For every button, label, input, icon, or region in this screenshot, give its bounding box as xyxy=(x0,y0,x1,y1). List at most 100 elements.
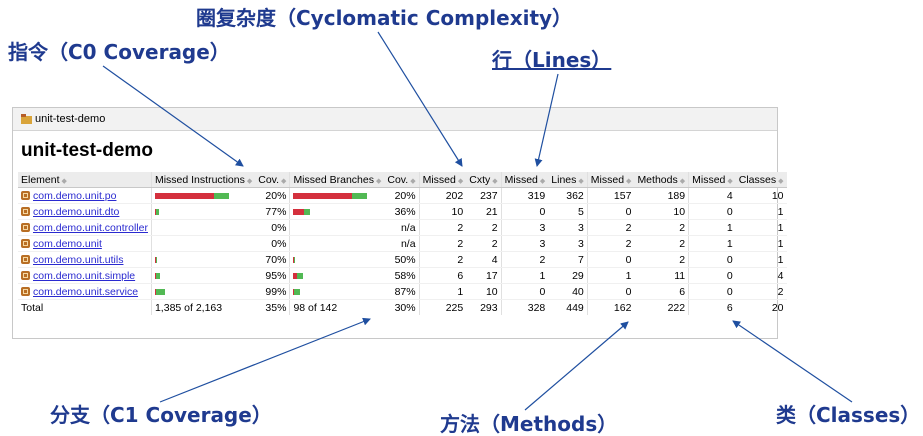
table-header-row: Element ◆ Missed Instructions ◆ Cov. ◆ Miss… xyxy=(18,172,787,188)
missed-complexity: 1 xyxy=(418,283,467,300)
instructions-coverage: 0% xyxy=(255,235,290,252)
total-methods: 222 xyxy=(634,299,689,315)
coverage-report-panel: unit-test-demo unit-test-demo Element ◆ M… xyxy=(12,107,787,339)
element-cell: com.demo.unit.service xyxy=(18,283,152,300)
sort-icon: ◆ xyxy=(457,177,464,185)
coverage-bar xyxy=(155,241,252,247)
sort-icon: ◆ xyxy=(578,177,584,185)
sort-icon: ◆ xyxy=(410,177,416,185)
missed-lines: 0 xyxy=(500,283,549,300)
instructions-coverage: 20% xyxy=(255,187,290,204)
lines: 40 xyxy=(548,283,588,300)
missed-lines: 0 xyxy=(500,203,549,220)
package-link[interactable]: com.demo.unit.service xyxy=(33,285,139,298)
missed-methods: 0 xyxy=(586,283,635,300)
classes: 2 xyxy=(735,283,787,300)
missed-classes: 0 xyxy=(688,283,736,300)
coverage-bar-covered xyxy=(155,208,159,215)
package-link[interactable]: com.demo.unit.utils xyxy=(33,253,124,266)
missed-complexity: 6 xyxy=(418,267,467,284)
header-missed-lines[interactable]: Missed ◆ xyxy=(500,172,549,188)
branches-coverage: 36% xyxy=(384,203,420,220)
sort-icon: ◆ xyxy=(626,177,632,185)
sort-icon: ◆ xyxy=(492,177,498,185)
element-cell: com.demo.unit.utils xyxy=(18,251,152,268)
header-missed-methods[interactable]: Missed ◆ xyxy=(586,172,635,188)
package-link[interactable]: com.demo.unit.simple xyxy=(33,269,136,282)
total-missed-lines: 328 xyxy=(500,299,549,315)
methods: 2 xyxy=(634,235,689,252)
header-element[interactable]: Element ◆ xyxy=(18,172,152,188)
coverage-bar xyxy=(293,208,381,215)
total-classes: 20 xyxy=(735,299,787,315)
instructions-coverage: 99% xyxy=(255,283,290,300)
total-instructions-coverage: 35% xyxy=(255,299,290,315)
header-missed-classes[interactable]: Missed ◆ xyxy=(688,172,736,188)
coverage-bar xyxy=(154,192,252,199)
table-row: com.demo.unit 0% n/a 2 2 3 3 2 2 1 1 xyxy=(18,235,787,252)
coverage-bar-missed xyxy=(154,208,156,215)
total-missed-methods: 162 xyxy=(586,299,635,315)
table-row: com.demo.unit.simple 95% 58% 6 17 1 29 1 11 0 4 xyxy=(18,267,787,284)
lines: 7 xyxy=(548,251,588,268)
table-row: com.demo.unit.service 99% 87% 1 10 0 40 0 6 0 2 xyxy=(18,283,787,300)
missed-lines: 3 xyxy=(500,235,549,252)
package-icon xyxy=(21,190,30,200)
branches-coverage: 20% xyxy=(384,187,420,204)
lines: 5 xyxy=(548,203,588,220)
header-instructions-coverage[interactable]: Cov. ◆ xyxy=(255,172,290,188)
missed-complexity: 202 xyxy=(418,187,467,204)
header-missed-complexity[interactable]: Missed ◆ xyxy=(418,172,467,188)
coverage-bar-covered xyxy=(294,288,301,295)
package-link[interactable]: com.demo.unit xyxy=(33,237,102,250)
element-cell: com.demo.unit.controller xyxy=(18,219,152,236)
sort-icon: ◆ xyxy=(375,177,382,185)
coverage-bar-covered xyxy=(155,288,165,295)
coverage-bar-missed xyxy=(154,272,156,279)
complexity: 17 xyxy=(466,267,502,284)
coverage-bar-covered xyxy=(213,192,229,199)
package-link[interactable]: com.demo.unit.controller xyxy=(33,221,148,234)
header-lines[interactable]: Lines ◆ xyxy=(548,172,588,188)
header-branches-coverage[interactable]: Cov. ◆ xyxy=(384,172,420,188)
instructions-coverage: 95% xyxy=(255,267,290,284)
table-row: com.demo.unit.dto 77% 36% 10 21 0 5 0 10 0 1 xyxy=(18,203,787,220)
lines: 29 xyxy=(548,267,588,284)
header-missed-branches[interactable]: Missed Branches ◆ xyxy=(289,172,385,188)
package-link[interactable]: com.demo.unit.po xyxy=(33,189,117,202)
coverage-bar-covered xyxy=(155,272,160,279)
element-cell: com.demo.unit.po xyxy=(18,187,152,204)
sort-icon: ◆ xyxy=(679,177,686,185)
header-complexity[interactable]: Cxty ◆ xyxy=(466,172,502,188)
missed-lines: 1 xyxy=(500,267,549,284)
missed-lines: 3 xyxy=(500,219,549,236)
methods: 11 xyxy=(634,267,689,284)
coverage-bar-missed xyxy=(154,256,156,263)
total-label: Total xyxy=(18,299,152,315)
callout-lines: 行（Lines） xyxy=(492,48,612,72)
coverage-bar xyxy=(293,241,381,247)
package-icon xyxy=(21,222,30,232)
missed-classes: 0 xyxy=(688,267,736,284)
complexity: 2 xyxy=(466,235,502,252)
header-classes[interactable]: Classes ◆ xyxy=(735,172,787,188)
coverage-bar-missed xyxy=(154,288,156,295)
breadcrumb-label[interactable]: unit-test-demo xyxy=(35,113,106,125)
instructions-coverage: 0% xyxy=(255,219,290,236)
coverage-bar xyxy=(155,225,252,231)
branches-coverage: 58% xyxy=(384,267,420,284)
callout-classes: 类（Classes） xyxy=(776,403,921,427)
header-missed-instructions[interactable]: Missed Instructions ◆ xyxy=(150,172,256,188)
coverage-bar-missed xyxy=(293,208,305,215)
methods: 10 xyxy=(634,203,689,220)
header-methods[interactable]: Methods ◆ xyxy=(634,172,689,188)
sort-icon: ◆ xyxy=(246,177,253,185)
coverage-bar-missed xyxy=(293,272,298,279)
package-link[interactable]: com.demo.unit.dto xyxy=(33,205,120,218)
sort-icon: ◆ xyxy=(727,177,733,185)
element-cell: com.demo.unit xyxy=(18,235,152,252)
missed-complexity: 2 xyxy=(418,235,467,252)
missed-lines: 319 xyxy=(500,187,549,204)
classes: 1 xyxy=(735,219,787,236)
sort-icon: ◆ xyxy=(539,177,546,185)
